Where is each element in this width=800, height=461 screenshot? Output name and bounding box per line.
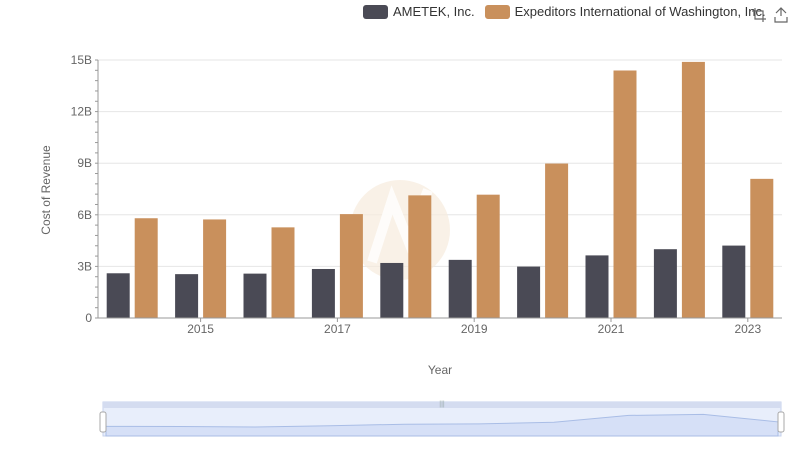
y-tick-label: 0 (85, 311, 92, 325)
bar-expeditors-2023[interactable] (750, 178, 774, 318)
bars-layer (106, 61, 774, 318)
restore-icon[interactable] (772, 6, 790, 24)
bar-ametek-2023[interactable] (722, 245, 746, 318)
y-tick-label: 3B (77, 259, 92, 273)
datazoom-handle-bar[interactable] (103, 402, 781, 408)
zoom-icon[interactable] (750, 6, 768, 24)
y-tick-label: 9B (77, 156, 92, 170)
datazoom-right-handle[interactable] (777, 411, 785, 433)
grid-lines (98, 59, 782, 319)
bar-expeditors-2021[interactable] (613, 70, 637, 318)
bar-expeditors-2015[interactable] (203, 219, 227, 318)
legend-swatch-ametek (363, 4, 388, 19)
legend-item-expeditors[interactable]: Expeditors International of Washington, … (484, 4, 766, 19)
bar-expeditors-2016[interactable] (271, 227, 295, 318)
bar-ametek-2019[interactable] (448, 259, 472, 318)
bar-ametek-2016[interactable] (243, 273, 267, 318)
legend-label-expeditors: Expeditors International of Washington, … (514, 4, 766, 19)
legend-label-ametek: AMETEK, Inc. (393, 4, 475, 19)
axes-layer: 0 3B 6B 9B 12B 15B 2015 2017 2019 2021 2023 (71, 53, 782, 336)
legend-swatch-expeditors (484, 4, 510, 19)
y-tick-label: 6B (77, 208, 92, 222)
x-axis-label: Year (428, 363, 452, 377)
bar-expeditors-2017[interactable] (339, 214, 363, 318)
bar-ametek-2021[interactable] (585, 255, 609, 318)
y-tick-label: 12B (71, 105, 92, 119)
bar-expeditors-2022[interactable] (681, 61, 705, 318)
datazoom-slider[interactable]: ||| (99, 401, 785, 437)
bar-ametek-2020[interactable] (517, 266, 541, 318)
bar-expeditors-2020[interactable] (545, 163, 569, 318)
x-tick-label: 2019 (461, 322, 488, 336)
x-tick-label: 2015 (187, 322, 214, 336)
bar-expeditors-2018[interactable] (408, 195, 432, 318)
datazoom-grip-icon[interactable]: ||| (439, 401, 445, 408)
y-tick-label: 15B (71, 53, 92, 67)
toolbox (746, 6, 790, 24)
bar-expeditors-2019[interactable] (476, 194, 500, 318)
bar-ametek-2018[interactable] (380, 262, 404, 318)
bar-expeditors-2014[interactable] (134, 218, 158, 318)
y-axis-label: Cost of Revenue (39, 145, 53, 235)
x-tick-label: 2021 (598, 322, 625, 336)
legend: AMETEK, Inc. Expeditors International of… (363, 4, 776, 19)
x-tick-label: 2017 (324, 322, 351, 336)
bar-ametek-2017[interactable] (311, 268, 335, 318)
bar-ametek-2022[interactable] (653, 249, 677, 318)
legend-item-ametek[interactable]: AMETEK, Inc. (363, 4, 475, 19)
bar-ametek-2014[interactable] (106, 273, 130, 318)
x-tick-label: 2023 (734, 322, 761, 336)
bar-ametek-2015[interactable] (175, 274, 199, 318)
datazoom-left-handle[interactable] (99, 411, 107, 433)
